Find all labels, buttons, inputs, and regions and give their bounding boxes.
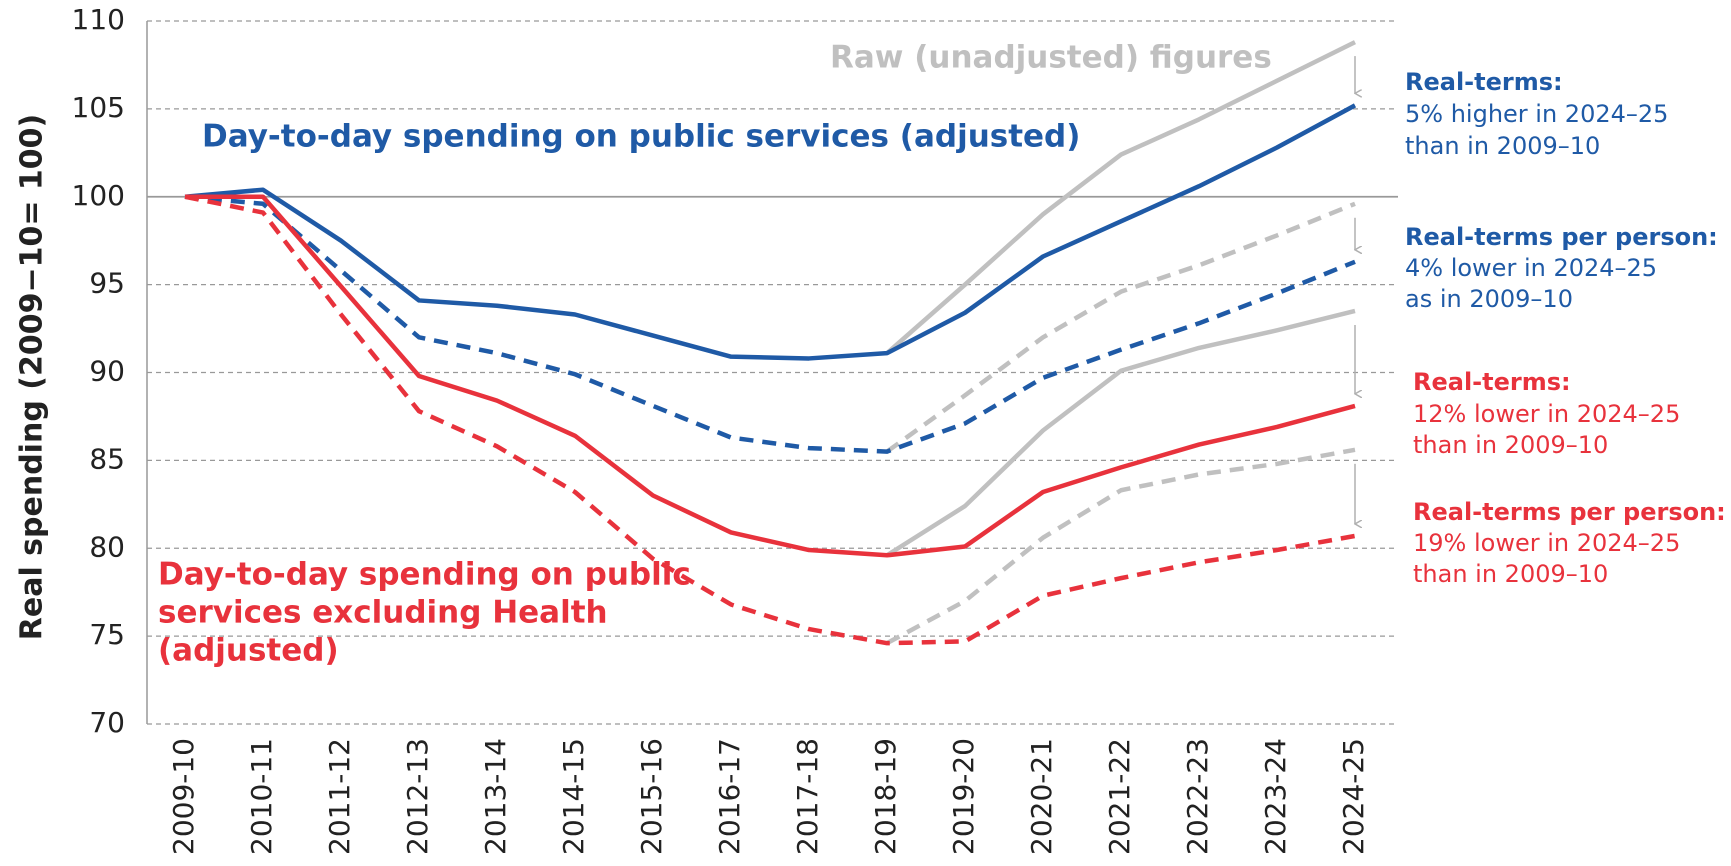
series-line	[885, 447, 1356, 646]
y-tick-label: 80	[89, 530, 125, 563]
annotation: Real-terms per person:	[1405, 223, 1718, 251]
annotation: 19% lower in 2024–25	[1413, 529, 1680, 557]
x-tick-label: 2023-24	[1259, 738, 1292, 855]
x-tick-label: 2011-12	[323, 738, 356, 855]
annotation: Real-terms per person:	[1413, 498, 1726, 526]
x-tick-label: 2021-22	[1103, 738, 1136, 855]
annotation: Raw (unadjusted) figures	[830, 40, 1272, 76]
annotation: (adjusted)	[158, 633, 339, 669]
series-line	[885, 201, 1356, 454]
annotation: than in 2009–10	[1413, 431, 1608, 459]
x-tick-label: 2018-19	[869, 738, 902, 855]
annotation: than in 2009–10	[1405, 132, 1600, 160]
x-tick-label: 2009-10	[167, 738, 200, 855]
y-tick-label: 105	[72, 91, 125, 124]
x-tick-label: 2024-25	[1337, 738, 1370, 855]
annotation: Day-to-day spending on public	[158, 557, 691, 593]
annotation: Day-to-day spending on public services (…	[202, 119, 1080, 155]
x-tick-label: 2013-14	[479, 738, 512, 855]
annotation: than in 2009–10	[1413, 560, 1608, 588]
annotation: as in 2009–10	[1405, 285, 1573, 313]
series-line	[885, 40, 1356, 355]
x-tick-label: 2020-21	[1025, 738, 1058, 855]
series-line	[184, 194, 1356, 454]
x-tick-label: 2017-18	[791, 738, 824, 855]
x-tick-label: 2022-23	[1181, 738, 1214, 855]
x-tick-label: 2015-16	[635, 738, 668, 855]
series-line	[184, 194, 1356, 646]
y-tick-label: 70	[89, 706, 125, 739]
x-tick-label: 2019-20	[947, 738, 980, 855]
annotation: 5% higher in 2024–25	[1405, 100, 1668, 128]
y-tick-label: 75	[89, 618, 125, 651]
series-line	[185, 194, 1356, 558]
annotation: 12% lower in 2024–25	[1413, 400, 1680, 428]
x-tick-label: 2016-17	[713, 738, 746, 855]
annotation: 4% lower in 2024–25	[1405, 254, 1657, 282]
series-line	[184, 103, 1357, 361]
y-tick-label: 95	[89, 267, 125, 300]
y-tick-label: 110	[72, 3, 125, 36]
y-tick-label: 100	[72, 179, 125, 212]
y-axis-title: Real spending (2009−10= 100)	[15, 114, 50, 641]
y-tick-label: 85	[89, 442, 125, 475]
y-tick-label: 90	[89, 355, 125, 388]
x-tick-label: 2012-13	[401, 738, 434, 855]
x-tick-label: 2010-11	[245, 738, 278, 855]
annotation: Real-terms:	[1413, 368, 1571, 396]
x-tick-label: 2014-15	[557, 738, 590, 855]
annotation: Real-terms:	[1405, 68, 1563, 96]
series-line	[885, 308, 1356, 558]
annotation: services excluding Health	[158, 595, 608, 631]
